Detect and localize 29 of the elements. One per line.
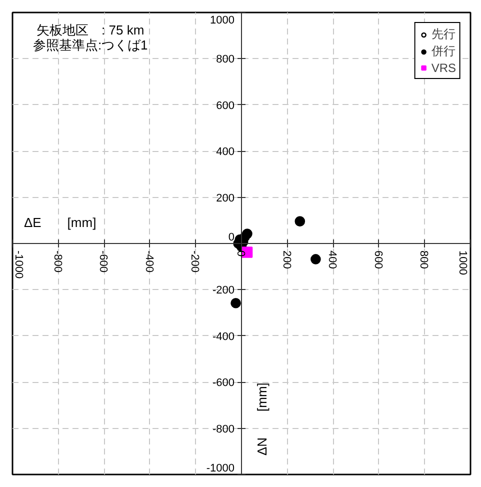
x-tick-label: -400 [142, 250, 155, 273]
text: 矢板地区 : 75 km [36, 22, 144, 38]
x-tick-label: -600 [97, 250, 110, 273]
y-axis-title: ΔN [mm] [254, 382, 270, 456]
text: 参照基準点:つくば1 [32, 37, 148, 52]
x-tick-label: 1000 [456, 250, 468, 275]
x-tick-label: 0 [234, 250, 246, 257]
y-tick-label: 0 [228, 232, 235, 244]
x-tick-label: -200 [188, 250, 201, 273]
y-tick-label: -1000 [206, 462, 235, 474]
x-tick-label: 200 [280, 250, 292, 269]
y-tick-label: 800 [216, 54, 235, 66]
y-tick-label: 200 [216, 192, 235, 204]
x-tick-label: 800 [418, 250, 430, 269]
x-tick-label: -1000 [12, 250, 24, 279]
y-tick-label: 600 [216, 100, 235, 112]
y-tick-label: -200 [212, 284, 235, 297]
legend-label: VRS [431, 60, 456, 75]
y-tick-label: -800 [212, 423, 235, 436]
legend-label: 併行 [431, 43, 456, 60]
x-axis-title: ΔE [mm] [24, 215, 96, 230]
y-tick-label: 1000 [210, 14, 235, 26]
y-tick-label: -600 [212, 377, 235, 390]
x-tick-label: -800 [51, 250, 64, 273]
x-tick-label: 400 [326, 250, 338, 269]
x-tick-label: 600 [372, 250, 384, 269]
y-tick-label: -400 [212, 330, 235, 343]
y-tick-label: 400 [216, 146, 235, 158]
legend-label: 先行 [431, 26, 456, 43]
